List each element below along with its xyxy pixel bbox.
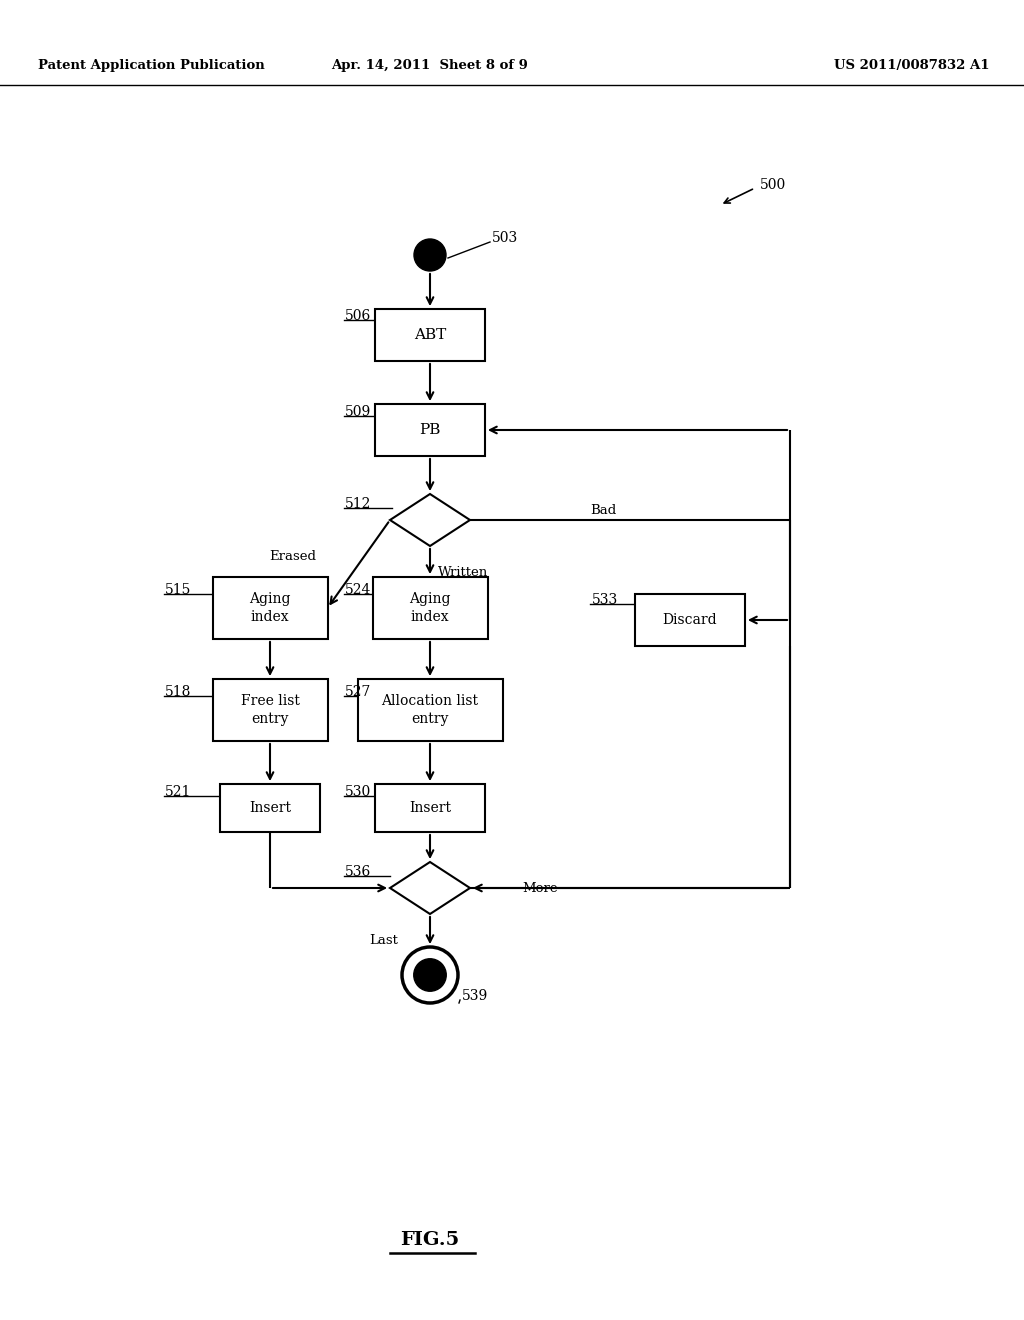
Text: 524: 524: [345, 583, 372, 597]
FancyBboxPatch shape: [213, 678, 328, 741]
Polygon shape: [390, 862, 470, 913]
FancyBboxPatch shape: [375, 784, 485, 832]
Text: 533: 533: [592, 593, 618, 607]
Circle shape: [414, 958, 446, 991]
Text: ABT: ABT: [414, 327, 446, 342]
FancyBboxPatch shape: [357, 678, 503, 741]
Text: Apr. 14, 2011  Sheet 8 of 9: Apr. 14, 2011 Sheet 8 of 9: [332, 59, 528, 73]
Text: 521: 521: [165, 785, 191, 799]
Polygon shape: [390, 494, 470, 546]
Text: Insert: Insert: [249, 801, 291, 814]
Text: 530: 530: [345, 785, 372, 799]
FancyBboxPatch shape: [220, 784, 319, 832]
Text: 536: 536: [345, 865, 372, 879]
Text: 518: 518: [165, 685, 191, 700]
Text: 512: 512: [345, 498, 372, 511]
Text: US 2011/0087832 A1: US 2011/0087832 A1: [835, 59, 990, 73]
Text: Free list
entry: Free list entry: [241, 694, 299, 726]
Text: FIG.5: FIG.5: [400, 1232, 460, 1249]
Text: PB: PB: [419, 422, 440, 437]
Text: 515: 515: [165, 583, 191, 597]
Text: 539: 539: [462, 989, 488, 1003]
FancyBboxPatch shape: [635, 594, 745, 645]
Text: Patent Application Publication: Patent Application Publication: [38, 59, 265, 73]
Text: 509: 509: [345, 405, 372, 418]
FancyBboxPatch shape: [375, 309, 485, 360]
Text: Aging
index: Aging index: [249, 591, 291, 624]
Text: 500: 500: [760, 178, 786, 191]
Text: Insert: Insert: [409, 801, 451, 814]
Text: Erased: Erased: [269, 549, 316, 562]
Text: Aging
index: Aging index: [410, 591, 451, 624]
Text: Allocation list
entry: Allocation list entry: [382, 694, 478, 726]
Circle shape: [414, 239, 446, 271]
Circle shape: [402, 946, 458, 1003]
Text: Bad: Bad: [590, 503, 616, 516]
Text: 503: 503: [492, 231, 518, 246]
Text: Last: Last: [369, 933, 398, 946]
Text: 506: 506: [345, 309, 372, 323]
Text: Discard: Discard: [663, 612, 718, 627]
FancyBboxPatch shape: [375, 404, 485, 455]
FancyBboxPatch shape: [373, 577, 487, 639]
Text: More: More: [522, 882, 558, 895]
Text: 527: 527: [345, 685, 372, 700]
Text: Written: Written: [438, 565, 488, 578]
FancyBboxPatch shape: [213, 577, 328, 639]
